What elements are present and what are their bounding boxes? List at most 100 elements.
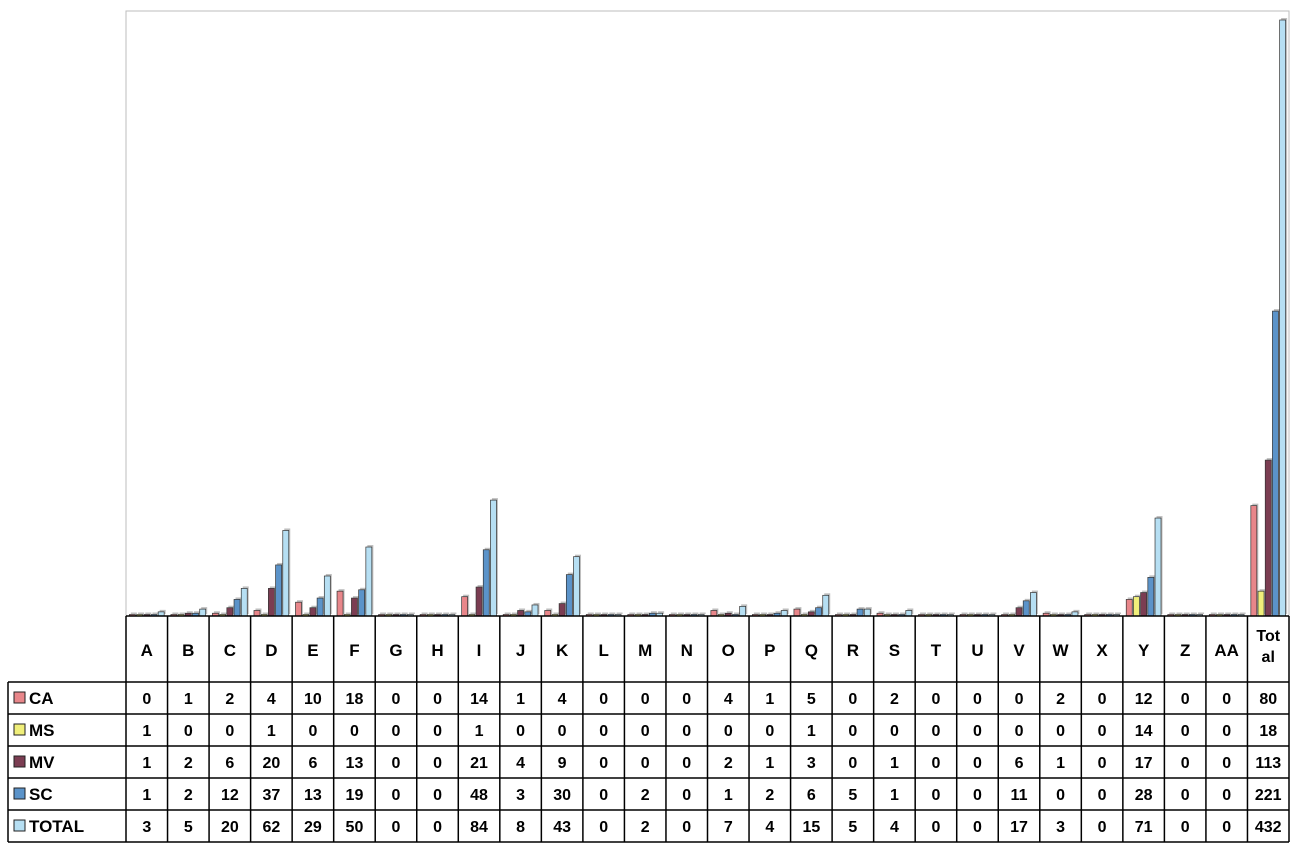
data-label: 113 [1255, 755, 1281, 772]
data-label: 1 [142, 755, 151, 772]
category-label: Q [805, 641, 818, 660]
bar-shadow [213, 611, 220, 614]
bar-shadow [927, 612, 934, 614]
data-label: 0 [392, 723, 401, 740]
data-label: 5 [848, 819, 857, 836]
data-label: 0 [1056, 723, 1065, 740]
data-label: 1 [765, 691, 774, 708]
data-label: 10 [304, 691, 322, 708]
bar-shadow [401, 612, 408, 614]
data-label: 0 [433, 723, 442, 740]
bar-mv-k [558, 603, 566, 617]
data-label: 0 [1098, 819, 1107, 836]
data-label: 0 [392, 691, 401, 708]
data-label: 0 [848, 723, 857, 740]
bar-shadow [699, 612, 706, 614]
category-label: L [598, 641, 608, 660]
bar-shadow [851, 612, 858, 614]
bar-shadow [1198, 612, 1205, 614]
category-label: V [1013, 641, 1025, 660]
bar-shadow [345, 612, 352, 614]
bar-mv-j [517, 610, 524, 617]
bar-shadow [1114, 612, 1121, 614]
data-label: 7 [724, 819, 733, 836]
data-label: 0 [765, 723, 774, 740]
data-label: 1 [475, 723, 484, 740]
data-label: 80 [1259, 691, 1277, 708]
bar-sc-i [482, 549, 490, 617]
data-label: 2 [641, 787, 650, 804]
category-label: B [182, 641, 194, 660]
bar-sc-r [856, 608, 864, 617]
data-label: 0 [1098, 691, 1107, 708]
category-label: AA [1214, 641, 1239, 660]
data-label: 0 [641, 691, 650, 708]
bar-ca-o [710, 610, 718, 617]
bar-mv-e [309, 607, 317, 617]
data-label: 0 [308, 723, 317, 740]
data-label: 0 [1181, 691, 1190, 708]
data-label: 0 [599, 787, 608, 804]
data-label: 4 [765, 819, 774, 836]
data-label: 4 [516, 755, 525, 772]
data-label: 43 [553, 819, 571, 836]
data-label: 0 [973, 755, 982, 772]
data-label: 20 [221, 819, 239, 836]
bar-shadow [436, 612, 443, 614]
bar-ca-e [295, 601, 302, 617]
legend-swatch-ca [13, 691, 26, 704]
data-label: 0 [516, 723, 525, 740]
data-label: 0 [1098, 723, 1107, 740]
bar-total-total [1279, 19, 1286, 617]
data-label: 2 [184, 755, 193, 772]
bar-shadow [1003, 612, 1010, 614]
bar-shadow [443, 612, 450, 614]
bar-shadow [836, 612, 843, 614]
bar-shadow [719, 612, 726, 614]
data-label: 0 [682, 723, 691, 740]
bar-total-f [365, 546, 373, 617]
data-label: 0 [973, 723, 982, 740]
data-label: 1 [142, 723, 151, 740]
data-label: 29 [304, 819, 322, 836]
bar-shadow [504, 612, 511, 614]
data-label: 3 [142, 819, 151, 836]
data-label: 0 [1181, 755, 1190, 772]
data-label: 0 [1015, 723, 1024, 740]
bar-shadow [961, 612, 968, 614]
bar-mv-c [226, 607, 234, 617]
bar-shadow [186, 611, 193, 614]
data-label: 4 [890, 819, 899, 836]
bar-sc-y [1147, 577, 1155, 617]
bar-shadow [636, 612, 643, 614]
data-label: 17 [1135, 755, 1153, 772]
category-label: D [265, 641, 277, 660]
bar-shadow [304, 612, 311, 614]
data-label: 0 [1222, 787, 1231, 804]
data-label: 8 [516, 819, 525, 836]
bar-shadow [1190, 612, 1197, 614]
bar-shadow [643, 612, 650, 614]
bar-shadow [1217, 612, 1224, 614]
data-label: 0 [1181, 723, 1190, 740]
bar-shadow [658, 611, 665, 614]
bar-shadow [733, 612, 740, 614]
data-label: 18 [1259, 723, 1277, 740]
category-label: M [638, 641, 652, 660]
bar-shadow [726, 611, 733, 614]
bar-shadow [221, 612, 228, 614]
data-label: 5 [807, 691, 816, 708]
data-label: 0 [433, 755, 442, 772]
bar-shadow [602, 612, 609, 614]
bar-total-e [323, 575, 331, 617]
data-label: 221 [1255, 787, 1282, 804]
bar-shadow [470, 612, 477, 614]
data-label: 71 [1135, 819, 1153, 836]
data-label: 6 [308, 755, 317, 772]
data-label: 0 [724, 723, 733, 740]
bar-shadow [844, 612, 851, 614]
bar-shadow [1176, 612, 1183, 614]
data-label: 6 [1015, 755, 1024, 772]
legend-label-mv: MV [29, 753, 55, 772]
